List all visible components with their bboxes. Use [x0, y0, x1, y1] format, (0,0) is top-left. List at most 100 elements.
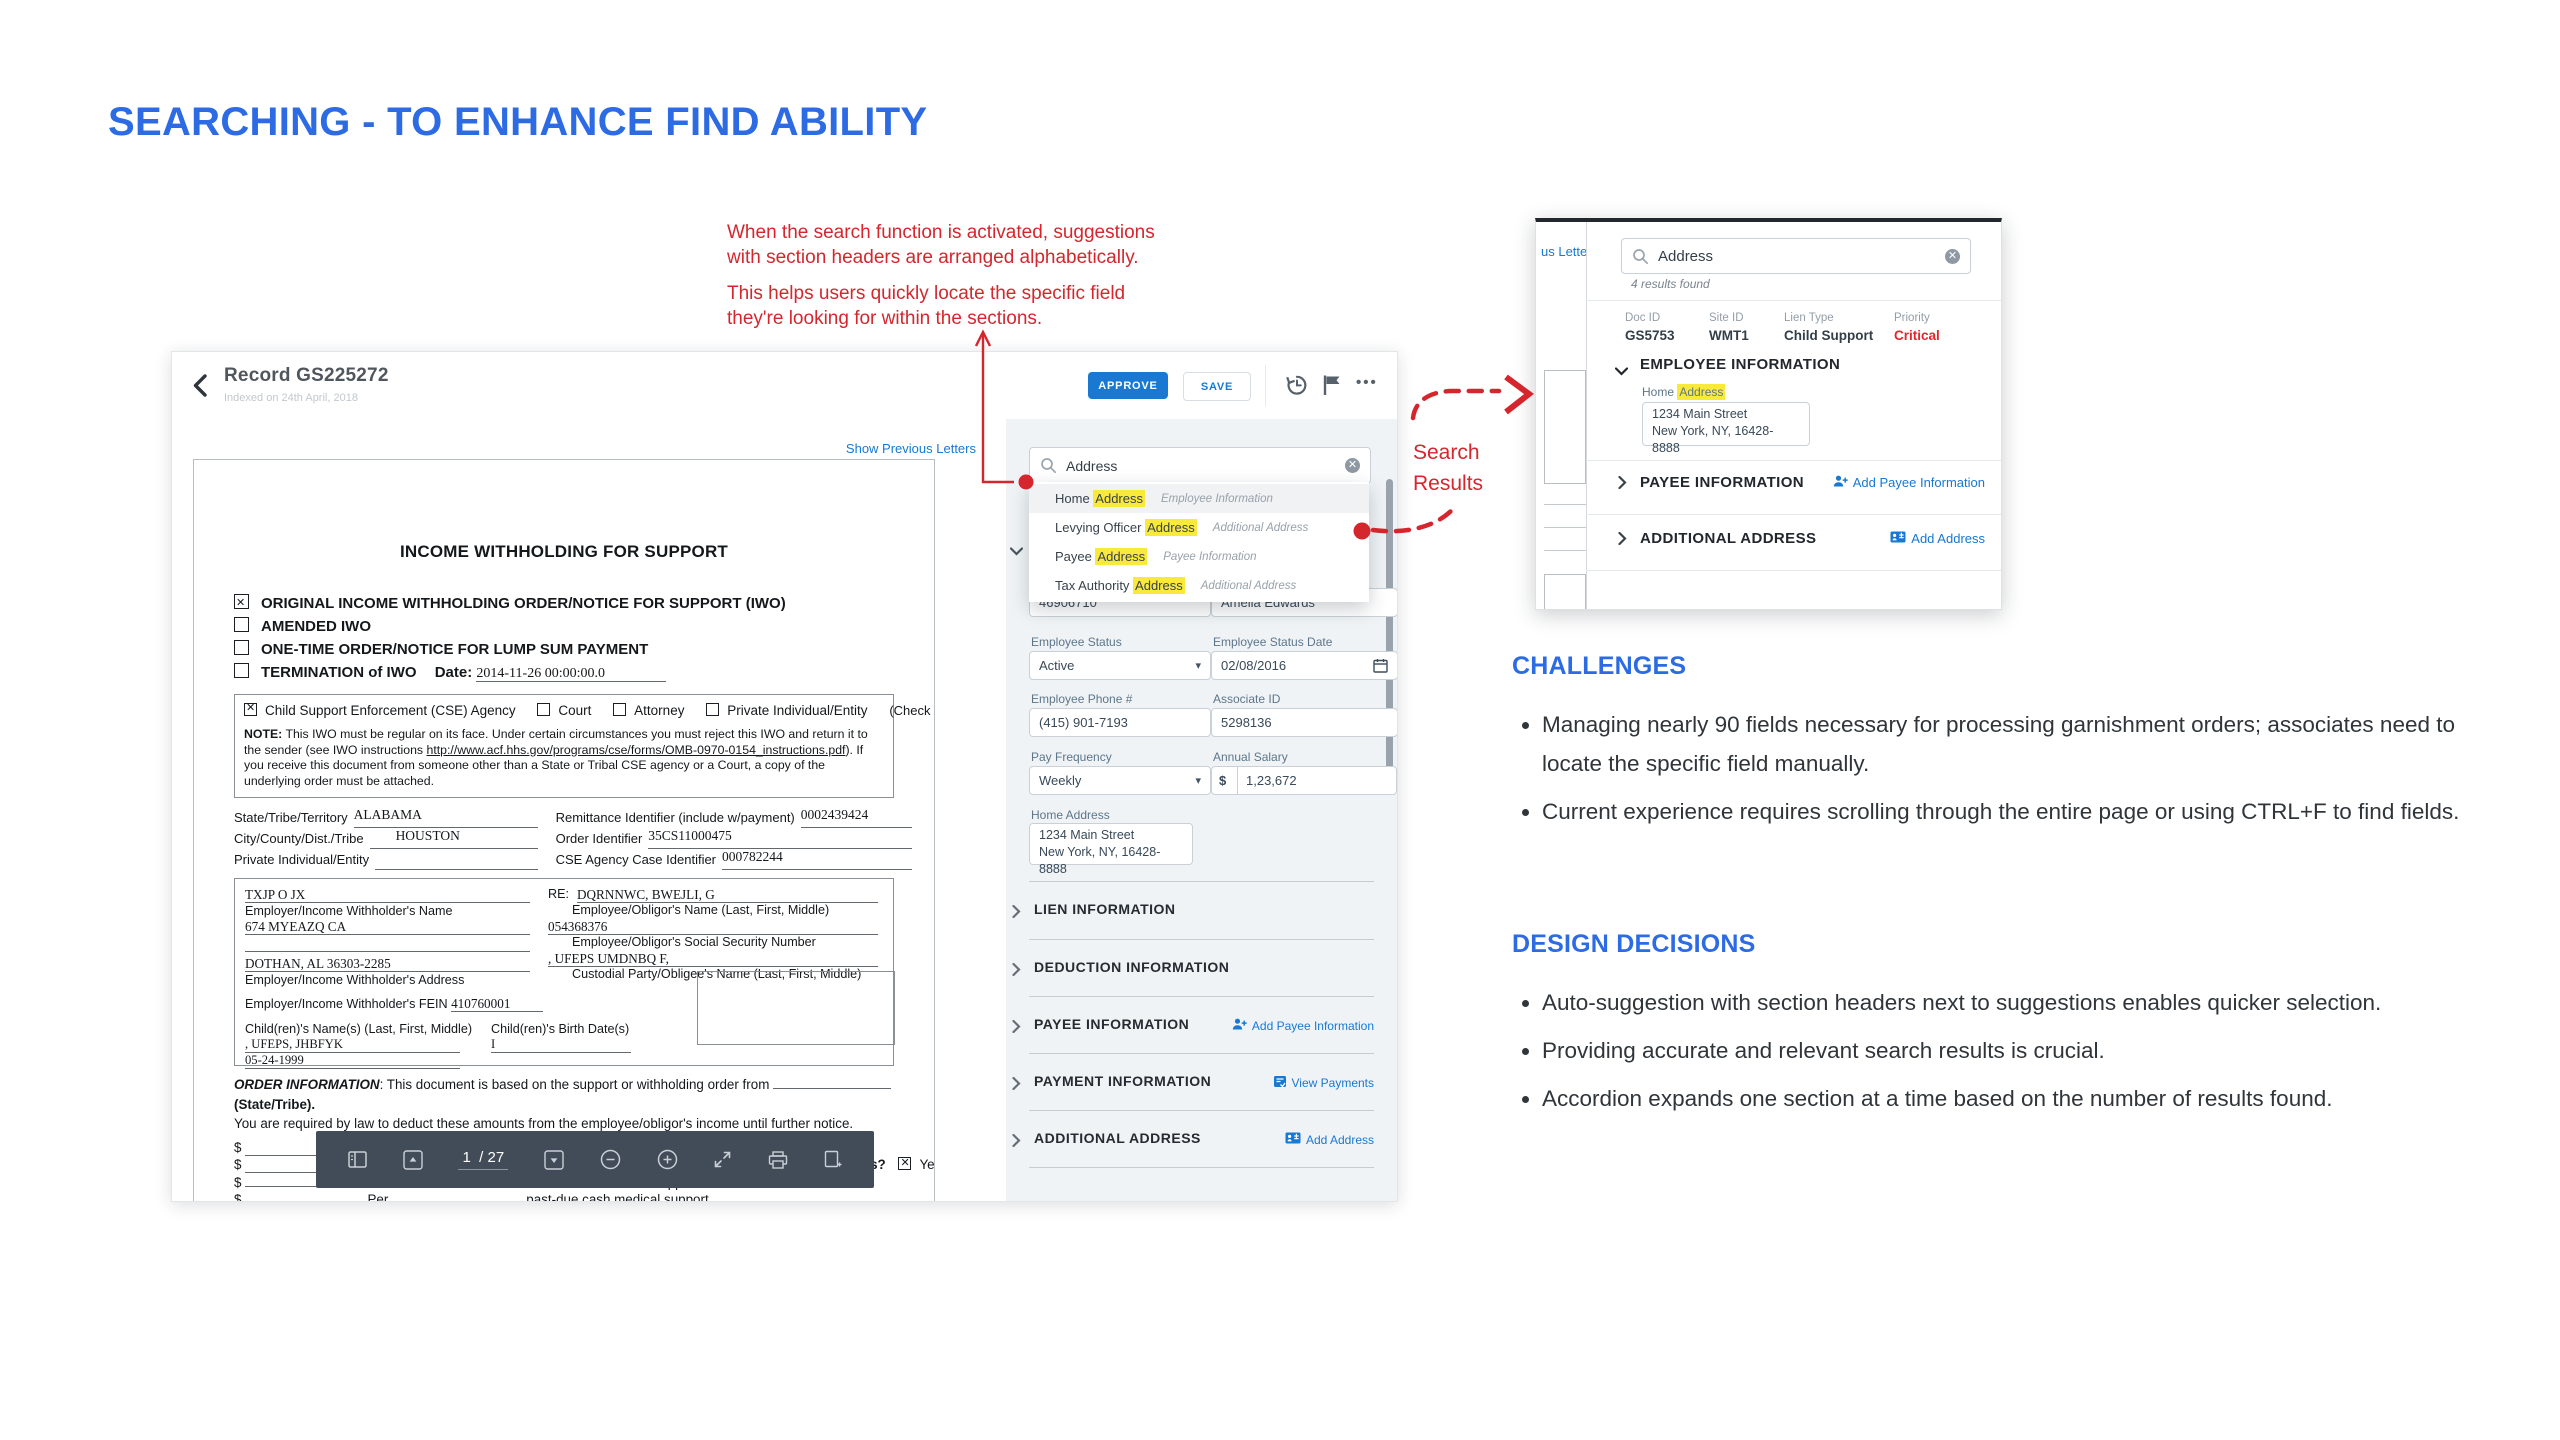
challenges-list: Managing nearly 90 fields necessary for … — [1512, 705, 2502, 831]
document-edge-sliver: us Letters — [1536, 222, 1587, 609]
section-deduction-information[interactable]: DEDUCTION INFORMATION — [1006, 949, 1397, 989]
header-divider — [1265, 365, 1266, 406]
add-person-icon — [1232, 1018, 1247, 1033]
chevron-right-icon — [1012, 1076, 1021, 1095]
associate-id-field[interactable]: 5298136 — [1211, 708, 1397, 737]
search-suggestions-dropdown: Home Address Employee Information Levyin… — [1029, 482, 1369, 602]
match-highlight: Address — [1677, 384, 1726, 400]
payee-information-section[interactable]: PAYEE INFORMATION — [1640, 474, 1805, 491]
clear-search-icon[interactable]: ✕ — [1945, 248, 1960, 264]
iwo-checkbox-list: ORIGINAL INCOME WITHHOLDING ORDER/NOTICE… — [234, 592, 894, 684]
page-number-indicator[interactable]: 1 / 27 — [458, 1149, 509, 1170]
annotation-para-2: This helps users quickly locate the spec… — [727, 283, 1126, 329]
address-card-icon — [1890, 531, 1906, 546]
more-options-icon[interactable]: ••• — [1356, 374, 1378, 391]
add-address-link[interactable]: Add Address — [1890, 531, 1985, 546]
zoom-search-input[interactable]: Address ✕ — [1621, 238, 1971, 274]
zoom-in-icon[interactable] — [657, 1149, 678, 1170]
meta-priority: Priority Critical — [1894, 312, 1940, 343]
checkbox-icon — [613, 703, 627, 716]
meta-lien-type: Lien Type Child Support — [1784, 312, 1874, 343]
priority-critical-value: Critical — [1894, 328, 1940, 343]
thumbnails-icon[interactable] — [348, 1151, 367, 1168]
match-highlight: Address — [1145, 519, 1197, 536]
calendar-icon[interactable] — [1373, 658, 1388, 673]
challenge-item: Managing nearly 90 fields necessary for … — [1542, 705, 2502, 783]
iwo-note: NOTE: This IWO must be regular on its fa… — [244, 727, 868, 788]
section-expanded-chevron-icon[interactable] — [1009, 543, 1024, 561]
checkbox-icon — [537, 703, 551, 716]
suggestion-tax-authority-address[interactable]: Tax Authority Address Additional Address — [1055, 577, 1297, 594]
match-highlight: Address — [1133, 577, 1185, 594]
order-information-paragraph: ORDER INFORMATION: This document is base… — [234, 1075, 894, 1134]
employer-obligor-box: TXJP O JX Employer/Income Withholder's N… — [234, 878, 895, 1069]
employee-information-section[interactable]: EMPLOYEE INFORMATION — [1640, 356, 1841, 373]
address-card-icon — [1285, 1132, 1301, 1147]
suggestion-levying-officer-address[interactable]: Levying Officer Address Additional Addre… — [1055, 519, 1309, 536]
next-page-icon[interactable] — [544, 1149, 564, 1170]
additional-address-section[interactable]: ADDITIONAL ADDRESS — [1640, 530, 1817, 547]
chevron-right-icon — [1012, 904, 1021, 923]
checkbox-icon — [234, 617, 249, 632]
add-payee-information-link[interactable]: Add Payee Information — [1232, 1018, 1374, 1033]
iwo-instructions-link[interactable]: http://www.acf.hhs.gov/programs/cse/form… — [426, 742, 846, 757]
annotation-note: When the search function is activated, s… — [727, 220, 1167, 342]
pay-frequency-select[interactable]: Weekly — [1029, 766, 1211, 795]
employee-status-date-field[interactable]: 02/08/2016 — [1211, 651, 1397, 680]
clear-search-icon[interactable]: ✕ — [1345, 458, 1360, 473]
home-address-field[interactable]: 1234 Main Street New York, NY, 16428-888… — [1642, 402, 1810, 455]
suggestion-payee-address[interactable]: Payee Address Payee Information — [1055, 548, 1257, 565]
section-payee-information[interactable]: PAYEE INFORMATION Add Payee Information — [1006, 1006, 1397, 1046]
record-subtitle: Indexed on 24th April, 2018 — [224, 392, 358, 404]
add-person-icon — [1833, 475, 1848, 490]
termination-date: 2014-11-26 00:00:00.0 — [476, 666, 667, 682]
annotation-para-1: When the search function is activated, s… — [727, 222, 1155, 268]
section-lien-information[interactable]: LIEN INFORMATION — [1006, 891, 1397, 931]
view-payments-link[interactable]: View Payments — [1273, 1075, 1374, 1091]
employee-status-date-label: Employee Status Date — [1213, 635, 1333, 649]
challenges-heading: CHALLENGES — [1512, 652, 1687, 680]
employee-status-label: Employee Status — [1031, 635, 1122, 649]
add-payee-information-link[interactable]: Add Payee Information — [1833, 475, 1985, 490]
suggestion-home-address[interactable]: Home Address Employee Information — [1029, 484, 1369, 513]
add-page-icon[interactable] — [824, 1150, 842, 1169]
document-viewer: Show Previous Letters INCOME WITHHOLDING… — [172, 419, 1006, 1201]
panel-scrollbar[interactable] — [1386, 479, 1393, 769]
annual-salary-field[interactable]: $ 1,23,672 — [1211, 766, 1397, 795]
home-address-label: Home Address — [1031, 808, 1110, 822]
zoom-out-icon[interactable] — [600, 1149, 621, 1170]
design-decisions-heading: DESIGN DECISIONS — [1512, 930, 1756, 958]
print-icon[interactable] — [768, 1150, 788, 1169]
arrow-head — [1504, 374, 1534, 415]
previous-page-icon[interactable] — [402, 1149, 423, 1170]
chevron-right-icon — [1012, 1133, 1021, 1152]
chevron-right-icon — [1012, 1019, 1021, 1038]
decision-item: Accordion expands one section at a time … — [1542, 1079, 2502, 1118]
fullscreen-icon[interactable] — [713, 1150, 732, 1169]
show-previous-letters-link[interactable]: Show Previous Letters — [845, 441, 976, 456]
match-highlight: Address — [1095, 548, 1148, 565]
challenge-item: Current experience requires scrolling th… — [1542, 792, 2502, 831]
results-count: 4 results found — [1631, 277, 1710, 291]
currency-symbol: $ — [1219, 767, 1238, 794]
back-icon[interactable] — [193, 374, 207, 402]
home-address-field[interactable]: 1234 Main Street New York, NY, 16428-888… — [1029, 823, 1193, 876]
approve-button[interactable]: APPROVE — [1088, 372, 1168, 399]
employee-status-select[interactable]: Active — [1029, 651, 1211, 680]
add-address-link[interactable]: Add Address — [1285, 1132, 1374, 1147]
chevron-down-icon[interactable] — [1614, 363, 1629, 381]
history-icon[interactable] — [1284, 373, 1308, 402]
section-payment-information[interactable]: PAYMENT INFORMATION View Payments — [1006, 1063, 1397, 1103]
save-button[interactable]: SAVE — [1183, 372, 1251, 401]
search-query-text: Address — [1658, 247, 1714, 265]
show-previous-letters-link-cut[interactable]: us Letters — [1541, 244, 1587, 259]
flag-icon[interactable] — [1322, 374, 1342, 401]
section-additional-address[interactable]: ADDITIONAL ADDRESS Add Address — [1006, 1120, 1397, 1160]
checkbox-checked-icon — [244, 701, 257, 716]
decision-item: Auto-suggestion with section headers nex… — [1542, 983, 2502, 1022]
field-search-input[interactable]: Address ✕ — [1029, 447, 1371, 484]
fields-panel: Address ✕ Home Address Employee Informat… — [1006, 419, 1397, 1201]
employee-phone-field[interactable]: (415) 901-7193 — [1029, 708, 1211, 737]
checkbox-checked-icon — [234, 592, 249, 615]
